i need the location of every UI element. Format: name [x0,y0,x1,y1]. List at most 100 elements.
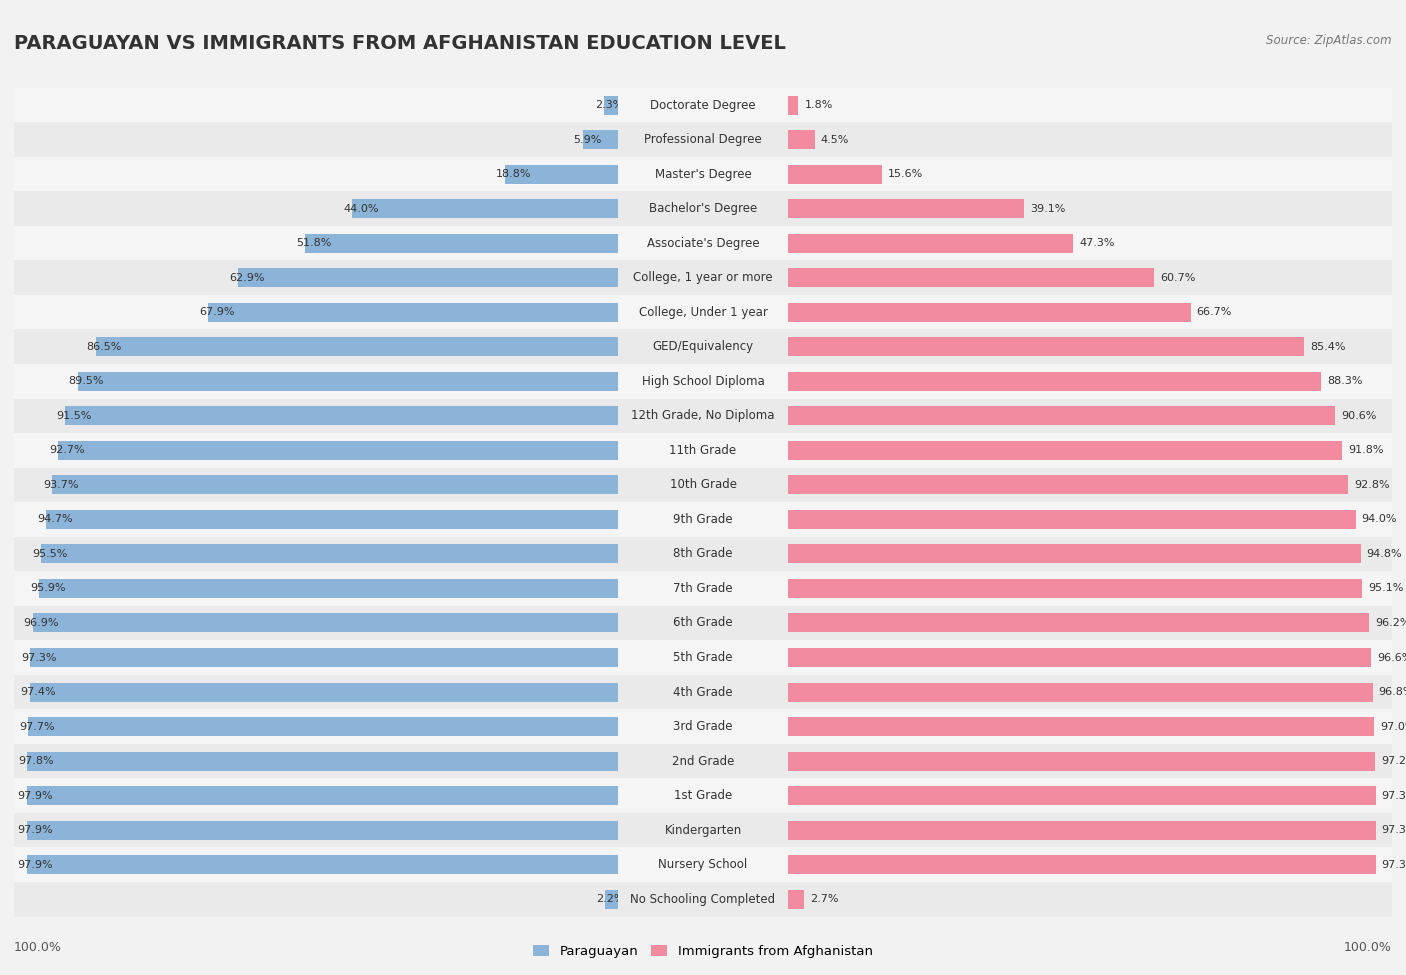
Text: 95.9%: 95.9% [30,583,65,594]
Bar [787,648,1371,667]
Text: 96.9%: 96.9% [24,618,59,628]
Text: 12th Grade, No Diploma: 12th Grade, No Diploma [631,410,775,422]
Text: 94.8%: 94.8% [1367,549,1402,559]
Bar [619,191,787,226]
Text: 91.5%: 91.5% [56,410,91,421]
Text: 89.5%: 89.5% [69,376,104,386]
Bar [787,433,1392,468]
Bar [787,579,1362,598]
Text: Doctorate Degree: Doctorate Degree [650,98,756,111]
Bar [619,433,787,468]
Bar [14,330,619,364]
Bar [14,641,619,675]
Bar [619,399,787,433]
Bar [787,744,1392,778]
Bar [787,544,1361,564]
Bar [787,165,882,183]
Bar [787,778,1392,813]
Bar [14,847,619,882]
Bar [14,605,619,641]
Bar [787,510,1355,528]
Text: 8th Grade: 8th Grade [673,547,733,561]
Bar [787,813,1392,847]
Text: 60.7%: 60.7% [1160,273,1197,283]
Text: 92.7%: 92.7% [49,446,84,455]
Bar [787,502,1392,536]
Bar [14,778,619,813]
Bar [14,157,619,191]
Text: 95.5%: 95.5% [32,549,67,559]
Text: 95.1%: 95.1% [1368,583,1403,594]
Text: 1st Grade: 1st Grade [673,789,733,802]
Text: 100.0%: 100.0% [14,941,62,955]
Text: High School Diploma: High School Diploma [641,374,765,388]
Bar [619,330,787,364]
Bar [787,821,1375,839]
Bar [96,337,619,356]
Bar [14,813,619,847]
Bar [787,752,1375,770]
Text: 85.4%: 85.4% [1310,341,1346,352]
Text: 44.0%: 44.0% [343,204,380,214]
Text: 97.0%: 97.0% [1379,722,1406,731]
Text: Master's Degree: Master's Degree [655,168,751,180]
Bar [619,122,787,157]
Text: 97.9%: 97.9% [18,791,53,800]
Bar [619,778,787,813]
Bar [619,882,787,916]
Text: 91.8%: 91.8% [1348,446,1384,455]
Bar [787,682,1372,702]
Bar [27,855,619,875]
Bar [787,641,1392,675]
Bar [30,682,619,702]
Text: College, 1 year or more: College, 1 year or more [633,271,773,284]
Text: 94.7%: 94.7% [37,515,73,525]
Text: 67.9%: 67.9% [200,307,235,317]
Bar [787,605,1392,641]
Text: Professional Degree: Professional Degree [644,133,762,146]
Text: 4th Grade: 4th Grade [673,685,733,698]
Text: 18.8%: 18.8% [496,169,531,179]
Bar [46,510,619,528]
Bar [619,226,787,260]
Bar [14,468,619,502]
Bar [14,260,619,294]
Text: 4.5%: 4.5% [821,135,849,144]
Text: No Schooling Completed: No Schooling Completed [630,893,776,906]
Text: 51.8%: 51.8% [297,238,332,249]
Bar [787,191,1392,226]
Bar [787,468,1392,502]
Text: 96.2%: 96.2% [1375,618,1406,628]
Bar [619,571,787,605]
Bar [58,441,619,460]
Text: 15.6%: 15.6% [889,169,924,179]
Text: 2.7%: 2.7% [810,894,838,904]
Text: 97.3%: 97.3% [1382,791,1406,800]
Text: 11th Grade: 11th Grade [669,444,737,457]
Text: 92.8%: 92.8% [1354,480,1391,489]
Bar [619,536,787,571]
Bar [14,571,619,605]
Bar [14,226,619,260]
Bar [787,130,815,149]
Text: Nursery School: Nursery School [658,858,748,872]
Text: 97.3%: 97.3% [1382,860,1406,870]
Bar [619,157,787,191]
Text: 6th Grade: 6th Grade [673,616,733,630]
Bar [619,502,787,536]
Bar [787,675,1392,710]
Bar [14,191,619,226]
Text: 97.7%: 97.7% [18,722,55,731]
Bar [787,710,1392,744]
Bar [787,88,1392,122]
Bar [238,268,619,288]
Bar [39,579,619,598]
Text: 2nd Grade: 2nd Grade [672,755,734,767]
Text: 9th Grade: 9th Grade [673,513,733,526]
Bar [787,234,1073,253]
Bar [787,199,1024,218]
Bar [14,675,619,710]
Bar [787,890,804,909]
Bar [787,717,1374,736]
Bar [787,337,1303,356]
